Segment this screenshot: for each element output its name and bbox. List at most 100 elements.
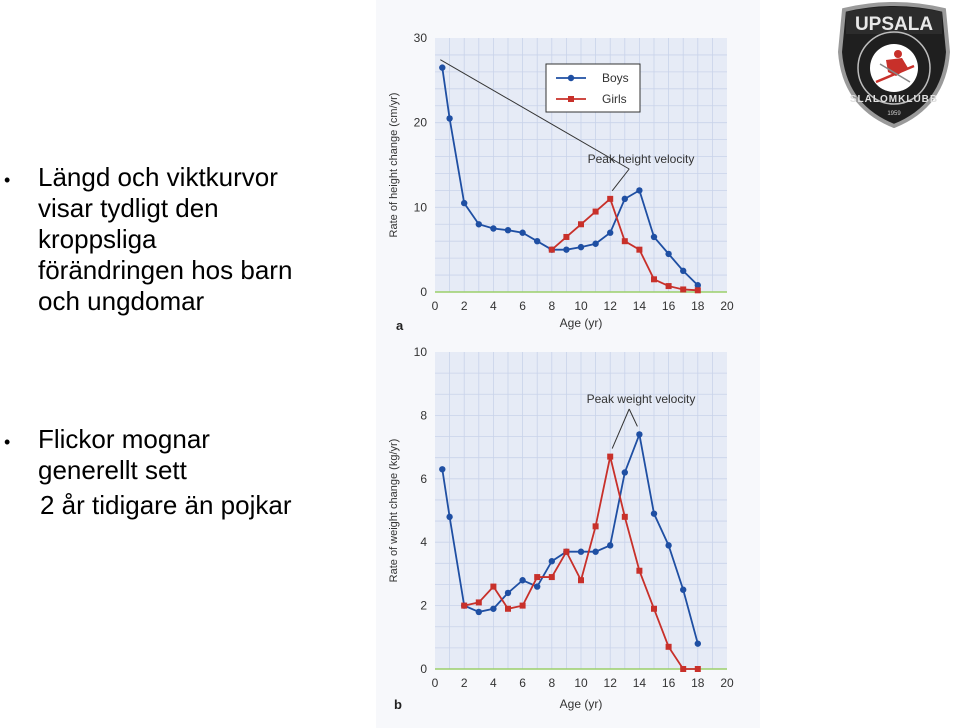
data-point-boys [607,542,614,549]
x-tick-label: 12 [604,676,618,690]
x-tick-label: 6 [519,676,526,690]
legend-marker [567,74,575,82]
x-tick-label: 20 [720,299,734,313]
y-axis-label: Rate of height change (cm/yr) [388,93,400,238]
data-point-girls [505,605,511,612]
bullet2-line: 2 år tidigare än pojkar [40,490,292,520]
data-point-girls [563,548,570,555]
data-point-girls [592,208,599,215]
bullet1-line: visar tydligt den [38,193,219,223]
legend-marker [568,96,574,102]
data-point-boys [680,586,687,593]
data-point-boys [592,548,599,555]
data-point-boys [563,246,570,253]
x-tick-label: 16 [662,676,676,690]
data-point-girls [461,602,468,609]
chart-panel-b: 0 2 4 6 8 10 12 14 16 18 20 0 2 4 6 8 10 Age (yr) Rate of … [388,345,734,712]
data-point-boys [534,238,541,245]
data-point-girls [680,666,687,672]
y-tick-label: 2 [420,599,427,613]
bullet-text-1: Längd och viktkurvor visar tydligt den k… [38,162,292,317]
data-point-girls [548,246,555,253]
x-tick-label: 4 [490,299,497,313]
x-tick-label: 14 [633,676,647,690]
data-point-girls [534,574,541,581]
x-tick-label: 2 [461,299,468,313]
data-point-girls [519,602,526,609]
x-axis-label: Age (yr) [560,697,603,711]
data-point-girls [651,276,657,283]
chart-panel-a: 0 2 4 6 8 10 12 14 16 18 20 0 10 20 30 Age (yr) Rate of … [388,31,734,333]
data-point-girls [694,287,701,294]
data-point-boys [694,282,701,289]
data-point-girls [563,233,570,240]
peak-annotation: Peak height velocity [588,152,695,166]
logo-ring-text: SLALOMKLUBB [850,94,938,105]
data-point-boys [694,640,701,647]
data-point-girls [607,195,614,202]
data-point-boys [621,469,628,476]
bullet1-line: kroppsliga [38,224,157,254]
annotation-pointer [611,408,630,449]
data-point-girls [592,523,599,530]
data-point-girls [578,577,584,584]
data-point-boys [475,608,482,616]
bullet-marker: • [4,170,11,190]
legend-label: Girls [602,92,627,106]
y-tick-label: 10 [414,345,428,359]
data-point-boys [577,243,585,251]
annotation-pointer [440,59,630,170]
data-point-boys [461,199,468,207]
x-tick-label: 0 [432,299,439,313]
x-tick-label: 8 [548,299,555,313]
bullet2-line: generellt sett [38,455,187,485]
data-point-boys [665,250,672,258]
x-tick-label: 10 [574,299,588,313]
y-tick-label: 4 [420,535,427,549]
data-point-girls [490,583,497,590]
bullet1-line: förändringen hos barn [38,255,293,285]
y-tick-label: 0 [420,285,427,299]
x-tick-label: 18 [691,299,705,313]
data-point-boys [680,267,687,275]
x-axis-label: Age (yr) [560,316,603,330]
x-tick-label: 2 [461,676,468,690]
data-point-boys [650,510,658,517]
y-tick-label: 20 [414,116,428,130]
y-tick-label: 10 [414,200,428,214]
data-point-boys [592,240,599,247]
data-point-boys [475,221,482,228]
data-point-boys [650,233,658,241]
data-point-boys [621,195,628,203]
data-point-boys [636,187,643,194]
data-point-girls [694,666,701,672]
club-logo: UPSALA SLALOMKLUBB 1959 [837,2,951,128]
bullet1-line: Längd och viktkurvor [38,162,278,192]
data-point-girls [680,286,687,293]
data-point-boys [504,589,512,597]
x-tick-label: 4 [490,676,497,690]
data-point-boys [636,431,643,438]
legend-label: Boys [602,71,629,85]
bullet2-line: Flickor mognar [38,424,210,454]
x-tick-label: 20 [720,676,734,690]
data-point-girls [607,453,614,460]
bullet1-line: och ungdomar [38,286,205,316]
data-point-girls [475,599,482,606]
y-tick-label: 6 [420,472,427,486]
data-point-boys [607,229,614,236]
data-point-girls [548,574,555,581]
data-point-boys [534,583,541,590]
data-point-boys [519,229,526,236]
data-point-boys [446,115,453,122]
x-tick-label: 12 [604,299,618,313]
skier-icon [875,50,915,84]
data-point-boys [439,466,446,473]
peak-annotation: Peak weight velocity [587,392,696,406]
y-tick-label: 8 [420,408,427,422]
panel-label: b [394,697,402,712]
y-tick-label: 0 [420,662,427,676]
data-point-girls [621,513,628,520]
logo-year: 1959 [887,111,901,117]
